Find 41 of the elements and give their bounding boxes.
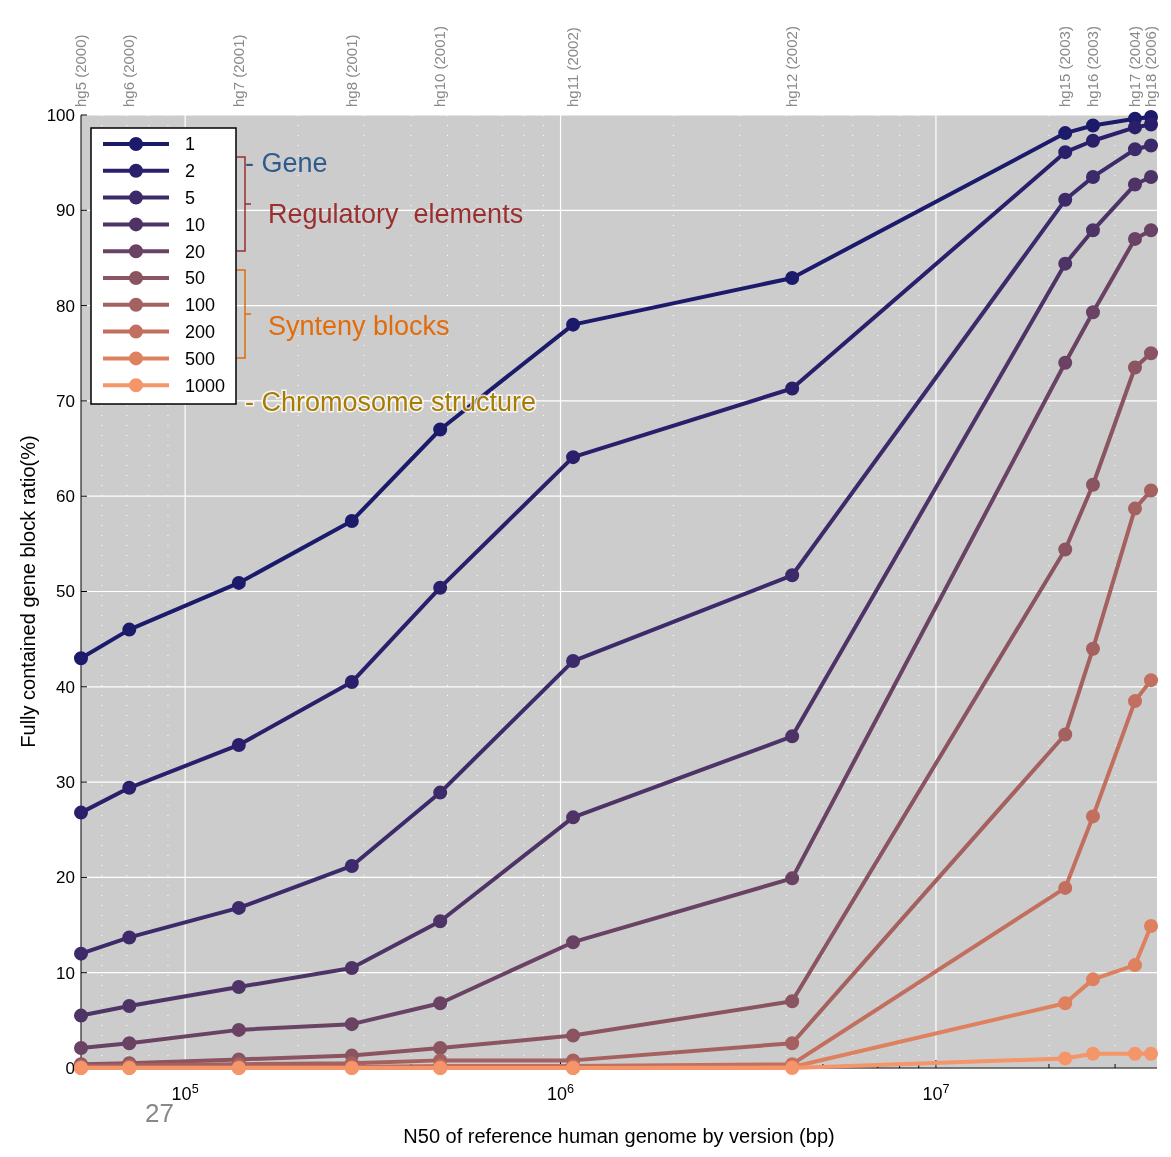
y-tick-label: 60 xyxy=(56,487,75,507)
text: hg8 (2001) xyxy=(342,34,360,107)
x-tick-label: 10$^{5}$ xyxy=(171,1082,199,1104)
y-tick-label: 80 xyxy=(56,296,75,316)
y-tick-label: 90 xyxy=(56,201,75,221)
text: hg6 (2000) xyxy=(120,34,138,107)
annotation: Regulatory elements xyxy=(268,199,524,230)
legend-label: 1 xyxy=(185,134,196,155)
text: 27 xyxy=(145,1098,174,1129)
legend-label: 100 xyxy=(185,295,216,316)
annotation: - Gene xyxy=(245,148,328,179)
y-tick-label: 40 xyxy=(56,677,75,697)
legend-label: 20 xyxy=(185,241,206,262)
text: hg15 (2003) xyxy=(1056,26,1074,107)
text: hg18 (2006) xyxy=(1142,26,1160,107)
text: hg10 (2001) xyxy=(431,26,449,107)
legend-label: 50 xyxy=(185,268,206,289)
y-tick-label: 70 xyxy=(56,391,75,411)
legend-label: 500 xyxy=(185,348,216,369)
y-tick-label: 100 xyxy=(46,105,75,125)
text: hg12 (2002) xyxy=(783,26,801,107)
legend-label: 200 xyxy=(185,321,216,342)
text: hg16 (2003) xyxy=(1083,26,1101,107)
legend-label: 5 xyxy=(185,187,196,208)
y-axis-title: Fully contained gene block ratio(%) xyxy=(17,435,39,748)
text: hg5 (2000) xyxy=(72,34,89,107)
x-tick-label: 10$^{7}$ xyxy=(922,1082,950,1104)
x-tick-label: 10$^{6}$ xyxy=(547,1082,575,1104)
y-tick-label: 0 xyxy=(65,1058,75,1078)
y-tick-label: 50 xyxy=(56,582,75,602)
annotation: Synteny blocks xyxy=(268,311,450,342)
legend-label: 10 xyxy=(185,214,206,235)
legend-label: 2 xyxy=(185,161,196,182)
legend-label: 1000 xyxy=(185,375,226,396)
x-axis-title: N50 of reference human genome by version (bp) xyxy=(403,1125,835,1147)
y-tick-label: 30 xyxy=(56,773,75,793)
y-tick-label: 20 xyxy=(56,868,75,888)
text: hg7 (2001) xyxy=(229,34,247,107)
text: hg17 (2004) xyxy=(1125,26,1143,107)
y-tick-label: 10 xyxy=(56,963,75,983)
text: hg11 (2002) xyxy=(564,27,582,107)
